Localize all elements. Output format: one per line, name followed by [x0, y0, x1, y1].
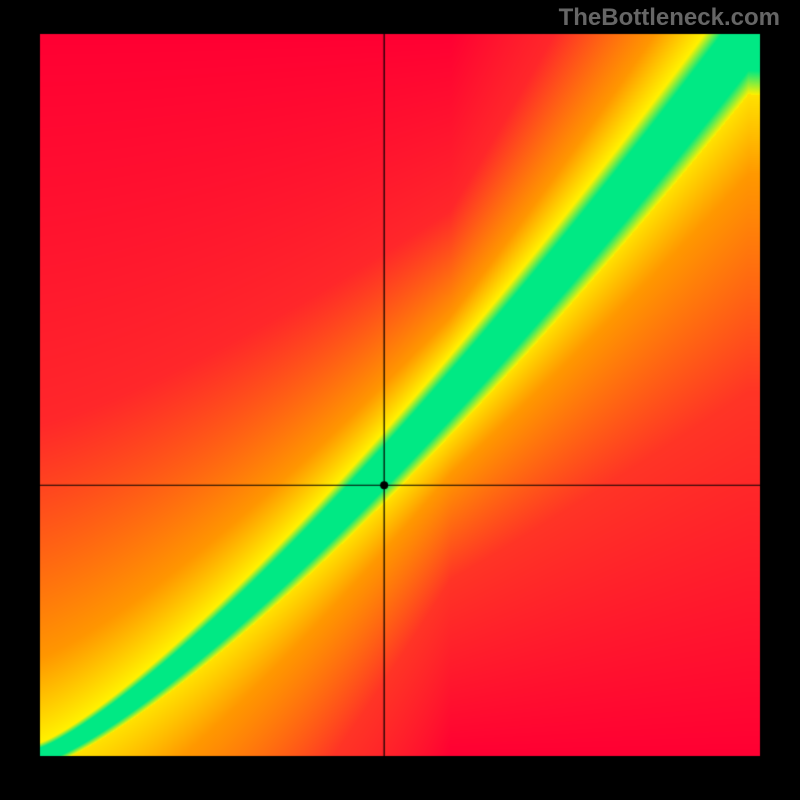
heatmap-canvas — [0, 0, 800, 800]
watermark-text: TheBottleneck.com — [559, 4, 780, 32]
chart-container: TheBottleneck.com — [0, 0, 800, 800]
